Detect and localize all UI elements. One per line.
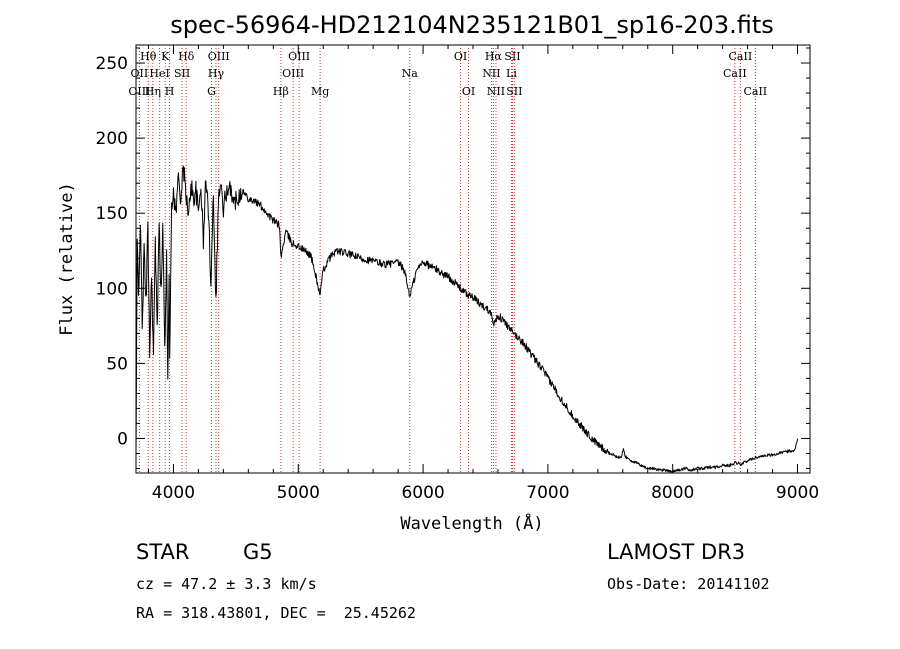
object-class: STAR <box>136 540 190 564</box>
chart-title: spec-56964-HD212104N235121B01_sp16-203.f… <box>170 11 774 39</box>
line-label: Hη <box>145 85 161 98</box>
x-tick-label: 7000 <box>526 483 569 503</box>
line-label: OIII <box>288 50 310 63</box>
line-label: NII <box>482 67 500 80</box>
object-subclass: G5 <box>243 540 273 564</box>
line-label: OI <box>462 85 475 98</box>
line-label: Hα <box>485 50 503 63</box>
line-label: OII <box>131 67 149 80</box>
axis-tick-labels: 4000 5000 6000 7000 8000 9000 0 50 100 150 200 250 <box>96 54 820 503</box>
y-tick-label: 250 <box>96 54 128 74</box>
line-label: Hθ <box>140 50 157 63</box>
y-tick-label: 50 <box>106 354 128 374</box>
x-axis-label: Wavelength (Å) <box>400 512 543 534</box>
line-label: SII <box>174 67 190 80</box>
line-label: Hδ <box>178 50 195 63</box>
line-label: SII <box>504 50 520 63</box>
line-label: Mg <box>311 85 329 98</box>
line-label: K <box>161 50 170 63</box>
line-label: OIII <box>282 67 304 80</box>
observation-date: Obs-Date: 20141102 <box>607 575 770 593</box>
y-tick-label: 100 <box>96 279 128 299</box>
line-label: Hβ <box>273 85 289 98</box>
sky-coordinates: RA = 318.43801, DEC = 25.45262 <box>136 604 416 622</box>
spectrum-line <box>135 165 798 474</box>
x-tick-label: 6000 <box>401 483 444 503</box>
y-tick-label: 150 <box>96 204 128 224</box>
line-label: OIII <box>208 50 230 63</box>
line-labels: Hθ OII OIII K HeI Hη H Hδ SII OIII Hγ G Hβ OIII OIII Mg… <box>128 50 767 98</box>
line-label: H <box>165 85 175 98</box>
line-label: Hγ <box>208 67 225 80</box>
line-label: HeI <box>149 67 169 80</box>
line-label: CaII <box>743 85 767 98</box>
line-label: SII <box>506 85 522 98</box>
line-label: Li <box>506 67 517 80</box>
line-label: G <box>207 85 216 98</box>
y-tick-label: 0 <box>117 429 128 449</box>
line-label: NII <box>487 85 505 98</box>
line-label: CaII <box>723 67 747 80</box>
line-label: OI <box>454 50 467 63</box>
line-label: Na <box>402 67 419 80</box>
y-axis-label: Flux (relative) <box>57 182 77 336</box>
plot-frame <box>135 44 811 474</box>
y-tick-label: 200 <box>96 129 128 149</box>
x-tick-label: 9000 <box>776 483 819 503</box>
line-label: CaII <box>729 50 753 63</box>
redshift-value: cz = 47.2 ± 3.3 km/s <box>136 575 317 593</box>
x-tick-label: 8000 <box>651 483 694 503</box>
axis-ticks <box>136 45 810 473</box>
line-label: OIII <box>128 85 150 98</box>
survey-name: LAMOST DR3 <box>607 540 746 564</box>
x-tick-label: 4000 <box>152 483 195 503</box>
line-markers <box>138 45 756 473</box>
x-tick-label: 5000 <box>277 483 320 503</box>
